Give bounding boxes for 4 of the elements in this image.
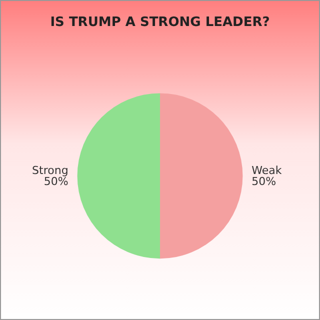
slice-label: Weak <box>252 164 282 177</box>
data-label: 50% <box>252 174 276 188</box>
slice-label: Strong <box>32 164 68 177</box>
chart-title: IS TRUMP A STRONG LEADER? <box>50 15 270 30</box>
